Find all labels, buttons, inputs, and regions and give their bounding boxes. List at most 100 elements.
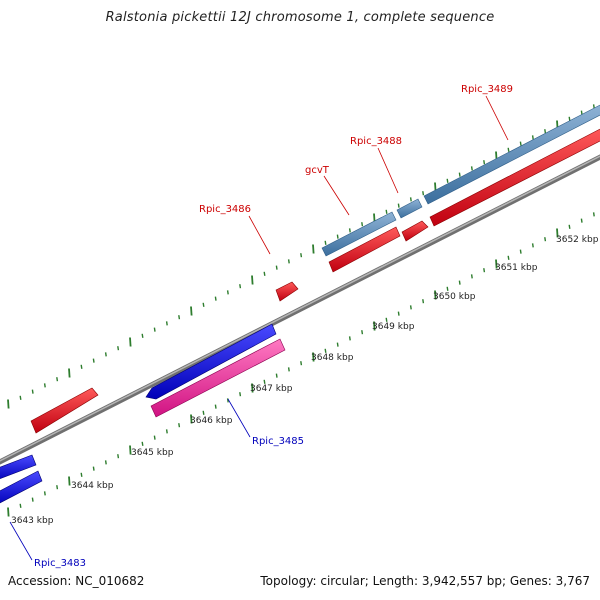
inner-tick [80, 472, 83, 477]
inner-tick [43, 491, 46, 496]
outer-tick [31, 389, 34, 394]
outer-tick [483, 160, 486, 165]
outer-tick [129, 337, 132, 347]
inner-tick [568, 224, 571, 229]
outer-tick [324, 240, 327, 245]
scale-label: 3652 kbp [556, 235, 599, 245]
inner-tick [507, 255, 510, 260]
outer-tick [287, 259, 290, 264]
inner-tick [178, 423, 181, 428]
leader-rpic-3483 [9, 521, 33, 561]
inner-tick [56, 485, 59, 490]
outer-tick [80, 364, 83, 369]
inner-tick [275, 373, 278, 378]
outer-tick [43, 383, 46, 388]
outer-tick [104, 352, 107, 357]
scale-label: 3651 kbp [495, 263, 538, 273]
inner-tick [397, 311, 400, 316]
gene-gcvT[interactable] [328, 226, 401, 273]
inner-tick [239, 392, 242, 397]
outer-tick [470, 166, 473, 171]
inner-tick [556, 228, 559, 238]
inner-tick [129, 445, 132, 455]
inner-tick [202, 410, 205, 415]
inner-tick [226, 398, 229, 403]
gene-rpic-3489-outer[interactable] [423, 103, 600, 205]
footer-accession: Accession: NC_010682 [8, 574, 145, 588]
label-rpic-3485: Rpic_3485 [252, 436, 304, 447]
inner-tick [263, 379, 266, 384]
inner-tick [68, 476, 71, 486]
gene-rpic-3483[interactable] [0, 470, 43, 506]
inner-tick [190, 414, 193, 424]
outer-tick [385, 209, 388, 214]
inner-tick [544, 237, 547, 242]
outer-tick [263, 271, 266, 276]
outer-tick [7, 399, 10, 409]
gene-rpic-3485[interactable] [145, 323, 277, 400]
inner-tick [519, 249, 522, 254]
inner-tick [117, 454, 120, 459]
gene-rpic-3488[interactable] [401, 220, 429, 242]
inner-tick [300, 361, 303, 366]
gene-forward-left[interactable] [30, 387, 99, 434]
scale-label: 3643 kbp [11, 516, 54, 526]
inner-tick [483, 268, 486, 273]
gene-rpic-3485-inner[interactable] [150, 338, 286, 418]
outer-tick [544, 129, 547, 134]
outer-tick [409, 197, 412, 202]
outer-tick [214, 296, 217, 301]
outer-tick [531, 135, 534, 140]
inner-tick [531, 243, 534, 248]
outer-tick [251, 275, 254, 285]
scale-label: 3644 kbp [71, 481, 114, 491]
scale-label: 3649 kbp [372, 322, 415, 332]
scale-label: 3650 kbp [433, 292, 476, 302]
inner-tick [446, 286, 449, 291]
inner-tick [336, 342, 339, 347]
inner-tick [7, 507, 10, 517]
gene-rpic-3489[interactable] [429, 127, 600, 227]
scale-label: 3646 kbp [190, 416, 233, 426]
leader-rpic-3486 [248, 215, 271, 255]
label-rpic-3486: Rpic_3486 [199, 204, 251, 215]
inner-tick [141, 441, 144, 446]
inner-tick [373, 321, 376, 331]
footer-stats: Topology: circular; Length: 3,942,557 bp… [260, 574, 590, 588]
outer-tick [446, 178, 449, 183]
map-title: Ralstonia pickettii 12J chromosome 1, co… [105, 10, 495, 25]
outer-tick [592, 104, 595, 109]
outer-tick [300, 253, 303, 258]
inner-tick [214, 404, 217, 409]
inner-tick [31, 497, 34, 502]
inner-tick [385, 317, 388, 322]
inner-tick [592, 212, 595, 217]
outer-tick [190, 306, 193, 316]
genome-backbone [0, 154, 600, 465]
gene-gcvT-outer[interactable] [321, 211, 397, 257]
outer-tick [397, 203, 400, 208]
outer-tick [580, 110, 583, 115]
inner-tick [470, 274, 473, 279]
inner-tick [153, 435, 156, 440]
leader-gcvT [323, 175, 350, 216]
inner-tick [422, 299, 425, 304]
outer-tick [165, 321, 168, 326]
inner-tick [458, 280, 461, 285]
outer-tick [68, 368, 71, 378]
inner-tick [348, 336, 351, 341]
gene-rpic-3486[interactable] [275, 281, 299, 302]
outer-tick [117, 346, 120, 351]
inner-tick-row [7, 212, 595, 517]
label-gcvT: gcvT [305, 165, 330, 176]
inner-tick [19, 503, 22, 508]
label-rpic-3489: Rpic_3489 [461, 84, 513, 95]
gene-reverse-left-1[interactable] [0, 454, 37, 481]
inner-tick [361, 330, 364, 335]
outer-tick [507, 147, 510, 152]
gene-rpic-3488-outer[interactable] [396, 198, 423, 219]
leader-rpic-3489 [485, 95, 509, 141]
inner-tick [251, 383, 254, 393]
inner-tick [495, 259, 498, 269]
